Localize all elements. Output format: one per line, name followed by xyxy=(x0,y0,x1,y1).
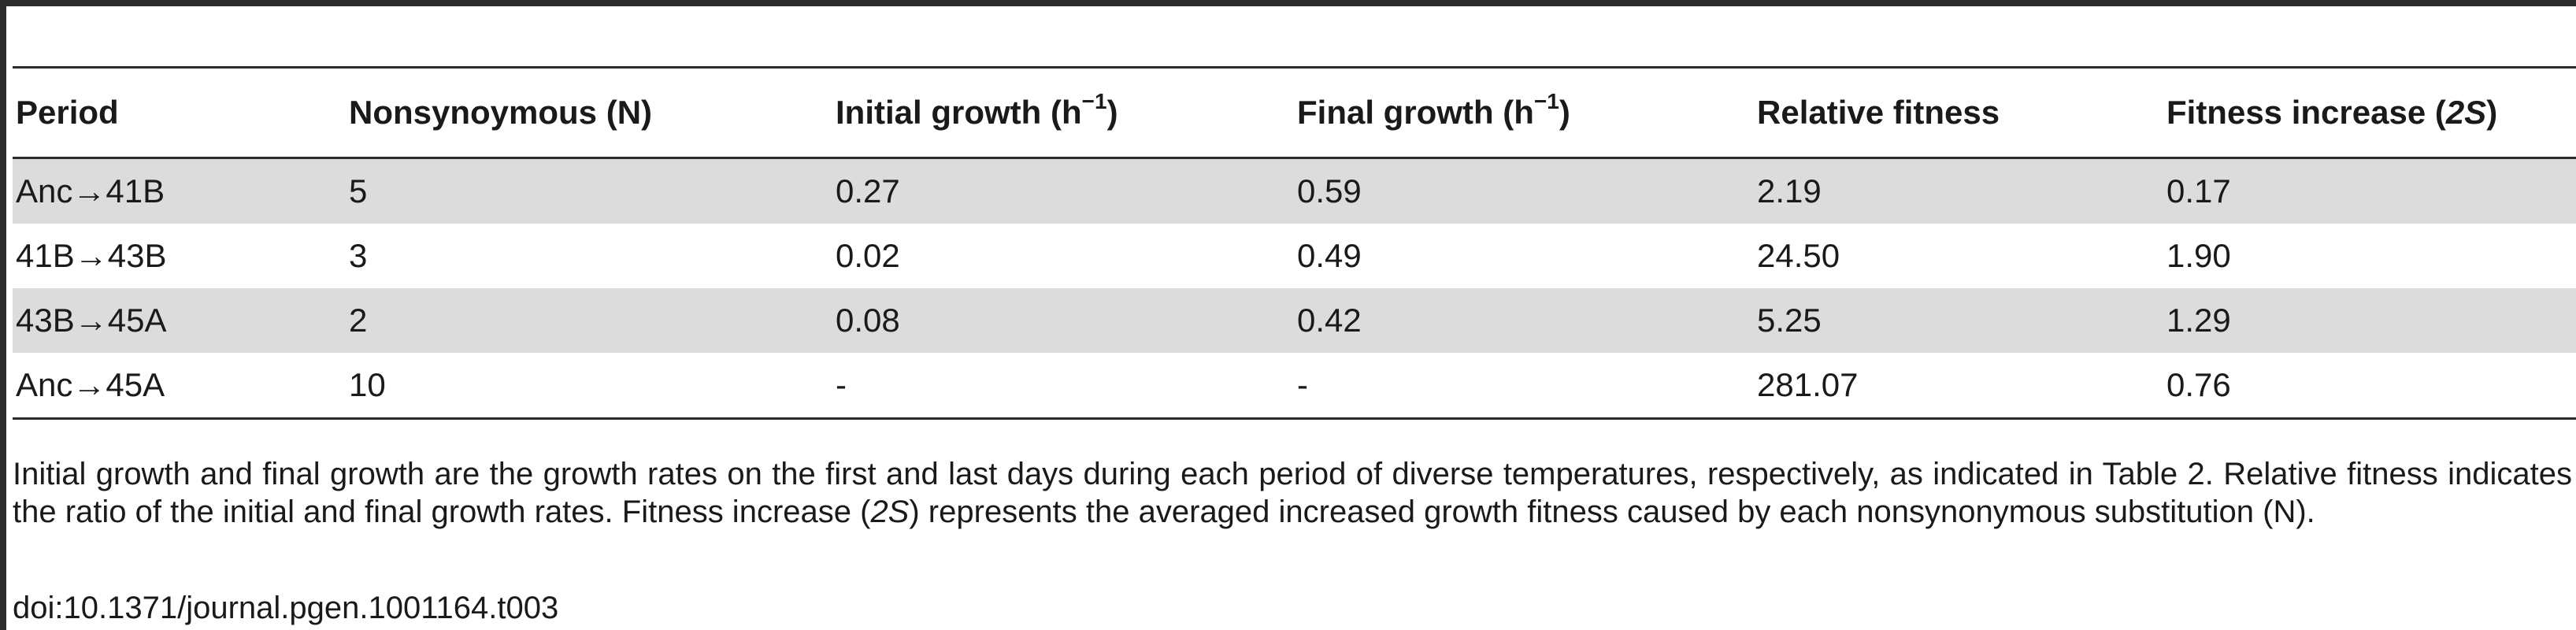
header-initial-growth: Initial growth (h−1) xyxy=(836,89,1118,132)
cell-initial-growth: - xyxy=(836,366,847,403)
cell-period: 41B→43B xyxy=(16,237,167,274)
left-border xyxy=(0,0,6,630)
table-row: 43B→45A 2 0.08 0.42 5.25 1.29 xyxy=(13,288,2576,353)
header-relative-fitness: Relative fitness xyxy=(1757,94,2000,131)
cell-nonsynonymous: 10 xyxy=(349,366,386,403)
table-footnote: Initial growth and final growth are the … xyxy=(13,457,2572,529)
table-row: Anc→41B 5 0.27 0.59 2.19 0.17 xyxy=(13,158,2576,224)
cell-period: Anc→41B xyxy=(16,172,165,209)
cell-nonsynonymous: 2 xyxy=(349,302,368,339)
cell-nonsynonymous: 5 xyxy=(349,172,368,209)
cell-period: 43B→45A xyxy=(16,302,167,339)
cell-initial-growth: 0.08 xyxy=(836,302,900,339)
cell-final-growth: 0.49 xyxy=(1297,237,1362,274)
cell-final-growth: - xyxy=(1297,366,1308,403)
cell-fitness-increase: 1.29 xyxy=(2166,302,2231,339)
table-row: 41B→43B 3 0.02 0.49 24.50 1.90 xyxy=(13,224,2576,288)
cell-relative-fitness: 281.07 xyxy=(1757,366,1859,403)
table-container: Period Nonsynoymous (N) Initial growth (… xyxy=(13,66,2576,420)
cell-relative-fitness: 5.25 xyxy=(1757,302,1822,339)
doi-text: doi:10.1371/journal.pgen.1001164.t003 xyxy=(13,591,559,625)
header-nonsynonymous: Nonsynoymous (N) xyxy=(349,94,653,131)
cell-final-growth: 0.59 xyxy=(1297,172,1362,209)
cell-relative-fitness: 2.19 xyxy=(1757,172,1822,209)
cell-initial-growth: 0.27 xyxy=(836,172,900,209)
cell-fitness-increase: 0.17 xyxy=(2166,172,2231,209)
top-border xyxy=(0,0,2576,6)
cell-fitness-increase: 1.90 xyxy=(2166,237,2231,274)
cell-relative-fitness: 24.50 xyxy=(1757,237,1840,274)
cell-fitness-increase: 0.76 xyxy=(2166,366,2231,403)
header-fitness-increase: Fitness increase (2S) xyxy=(2166,94,2498,131)
cell-initial-growth: 0.02 xyxy=(836,237,900,274)
cell-nonsynonymous: 3 xyxy=(349,237,368,274)
header-period: Period xyxy=(16,94,119,131)
data-table: Period Nonsynoymous (N) Initial growth (… xyxy=(13,66,2576,420)
header-final-growth: Final growth (h−1) xyxy=(1297,89,1570,132)
cell-period: Anc→45A xyxy=(16,366,165,403)
table-row: Anc→45A 10 - - 281.07 0.76 xyxy=(13,353,2576,419)
header-row: Period Nonsynoymous (N) Initial growth (… xyxy=(13,67,2576,158)
cell-final-growth: 0.42 xyxy=(1297,302,1362,339)
